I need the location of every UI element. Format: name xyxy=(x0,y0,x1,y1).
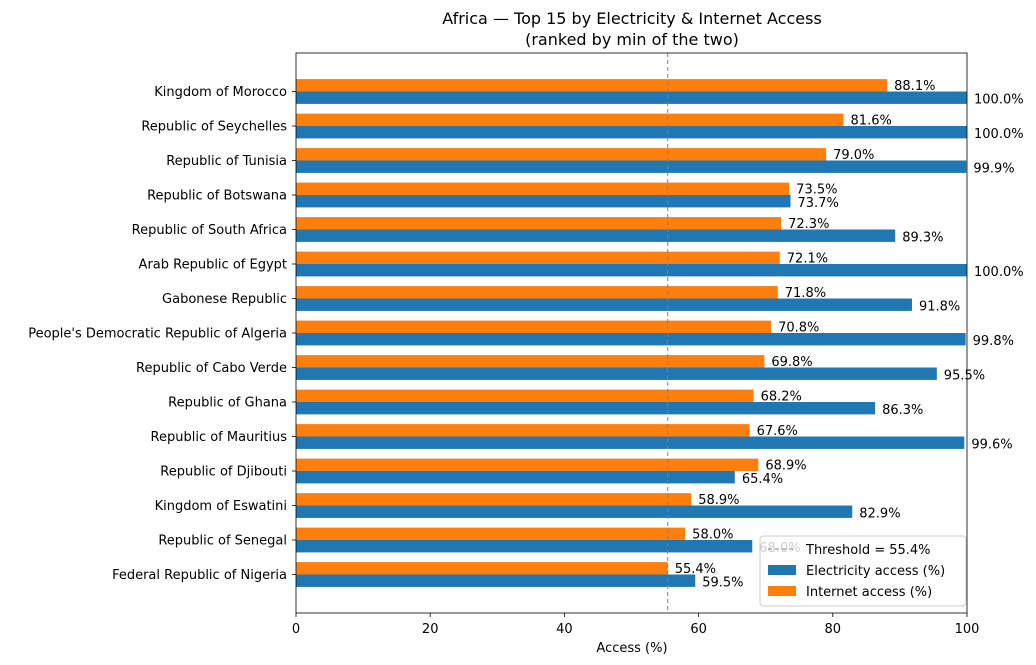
y-tick-label-4: Republic of South Africa xyxy=(132,223,287,238)
x-axis-label: Access (%) xyxy=(596,641,667,656)
bar-electricity-5 xyxy=(296,264,967,277)
y-tick-label-0: Kingdom of Morocco xyxy=(154,85,287,100)
bar-internet-9 xyxy=(296,389,754,402)
legend-electricity-swatch xyxy=(768,565,796,575)
y-tick-label-9: Republic of Ghana xyxy=(168,396,287,411)
label-electricity-9: 86.3% xyxy=(882,403,923,418)
label-internet-7: 70.8% xyxy=(778,320,819,335)
y-tick-label-6: Gabonese Republic xyxy=(162,292,287,307)
bar-internet-12 xyxy=(296,493,692,506)
label-internet-2: 79.0% xyxy=(833,148,874,163)
legend-internet-label: Internet access (%) xyxy=(806,585,932,600)
x-tick-label-1: 20 xyxy=(422,622,439,637)
chart-title: Africa — Top 15 by Electricity & Interne… xyxy=(442,9,822,28)
bar-internet-1 xyxy=(296,113,844,126)
bar-internet-5 xyxy=(296,251,780,264)
label-electricity-5: 100.0% xyxy=(974,265,1024,280)
axes-frame xyxy=(295,52,968,614)
bar-electricity-1 xyxy=(296,126,967,139)
y-tick-label-13: Republic of Senegal xyxy=(158,534,287,549)
label-internet-9: 68.2% xyxy=(761,389,802,404)
y-tick-label-1: Republic of Seychelles xyxy=(141,120,287,135)
label-internet-4: 72.3% xyxy=(788,217,829,232)
label-electricity-10: 99.6% xyxy=(971,438,1012,453)
bar-internet-2 xyxy=(296,148,827,161)
label-internet-0: 88.1% xyxy=(894,79,935,94)
bar-internet-4 xyxy=(296,217,782,230)
bar-electricity-4 xyxy=(296,229,896,242)
bar-electricity-3 xyxy=(296,195,791,208)
y-tick-label-3: Republic of Botswana xyxy=(147,189,287,204)
axes-group: Kingdom of Morocco Republic of Seychelles… xyxy=(28,52,980,637)
label-electricity-1: 100.0% xyxy=(974,127,1024,142)
bar-electricity-13 xyxy=(296,540,753,553)
label-electricity-11: 65.4% xyxy=(742,472,783,487)
legend: Threshold = 55.4% Electricity access (%)… xyxy=(759,535,967,607)
bar-internet-10 xyxy=(296,424,750,437)
label-electricity-8: 95.5% xyxy=(944,369,985,384)
bar-electricity-0 xyxy=(296,91,967,104)
label-electricity-14: 59.5% xyxy=(702,576,743,591)
bar-electricity-12 xyxy=(296,505,853,518)
label-internet-10: 67.6% xyxy=(757,424,798,439)
bar-electricity-2 xyxy=(296,160,967,173)
label-electricity-3: 73.7% xyxy=(798,196,839,211)
y-tick-label-7: People's Democratic Republic of Algeria xyxy=(28,327,287,342)
bar-internet-14 xyxy=(296,562,668,575)
legend-box xyxy=(759,535,967,607)
y-tick-label-10: Republic of Mauritius xyxy=(151,430,288,445)
bar-internet-11 xyxy=(296,458,759,471)
bar-labels-group: 88.1% 100.0% 81.6% 100.0% 79.0% 99.9% 73.5%73.… xyxy=(675,79,1024,591)
label-internet-13: 58.0% xyxy=(692,527,733,542)
label-internet-11: 68.9% xyxy=(765,458,806,473)
bar-internet-0 xyxy=(296,79,888,92)
bar-electricity-14 xyxy=(296,574,696,587)
bar-electricity-7 xyxy=(296,333,966,346)
x-tick-label-2: 40 xyxy=(556,622,573,637)
legend-electricity-label: Electricity access (%) xyxy=(806,564,945,579)
x-tick-label-0: 0 xyxy=(292,622,300,637)
y-tick-label-5: Arab Republic of Egypt xyxy=(139,258,287,273)
label-electricity-6: 91.8% xyxy=(919,300,960,315)
x-tick-label-4: 80 xyxy=(825,622,842,637)
bar-electricity-8 xyxy=(296,367,937,380)
label-electricity-2: 99.9% xyxy=(973,162,1014,177)
legend-internet-swatch xyxy=(768,586,796,596)
y-tick-label-8: Republic of Cabo Verde xyxy=(136,361,287,376)
label-internet-5: 72.1% xyxy=(787,251,828,266)
bar-internet-3 xyxy=(296,182,790,195)
bar-electricity-10 xyxy=(296,436,965,449)
bar-internet-7 xyxy=(296,320,772,333)
label-electricity-4: 89.3% xyxy=(902,231,943,246)
bar-electricity-6 xyxy=(296,298,912,311)
x-tick-label-3: 60 xyxy=(690,622,707,637)
y-tick-label-14: Federal Republic of Nigeria xyxy=(112,568,287,583)
x-tick-label-5: 100 xyxy=(955,622,980,637)
bars-group xyxy=(296,79,967,587)
label-electricity-12: 82.9% xyxy=(859,507,900,522)
y-tick-label-2: Republic of Tunisia xyxy=(166,154,287,169)
y-tick-label-11: Republic of Djibouti xyxy=(160,465,287,480)
bar-internet-13 xyxy=(296,527,686,540)
bar-internet-8 xyxy=(296,355,765,368)
label-electricity-0: 100.0% xyxy=(974,93,1024,108)
label-internet-12: 58.9% xyxy=(698,493,739,508)
label-internet-8: 69.8% xyxy=(771,355,812,370)
label-internet-6: 71.8% xyxy=(785,286,826,301)
bar-internet-6 xyxy=(296,286,778,299)
bar-electricity-9 xyxy=(296,402,876,415)
y-tick-label-12: Kingdom of Eswatini xyxy=(155,499,287,514)
label-internet-3: 73.5% xyxy=(796,182,837,197)
chart-subtitle: (ranked by min of the two) xyxy=(525,30,739,49)
label-internet-14: 55.4% xyxy=(675,562,716,577)
label-internet-1: 81.6% xyxy=(851,113,892,128)
bar-electricity-11 xyxy=(296,471,735,484)
label-electricity-7: 99.8% xyxy=(973,334,1014,349)
legend-threshold-label: Threshold = 55.4% xyxy=(805,543,931,558)
